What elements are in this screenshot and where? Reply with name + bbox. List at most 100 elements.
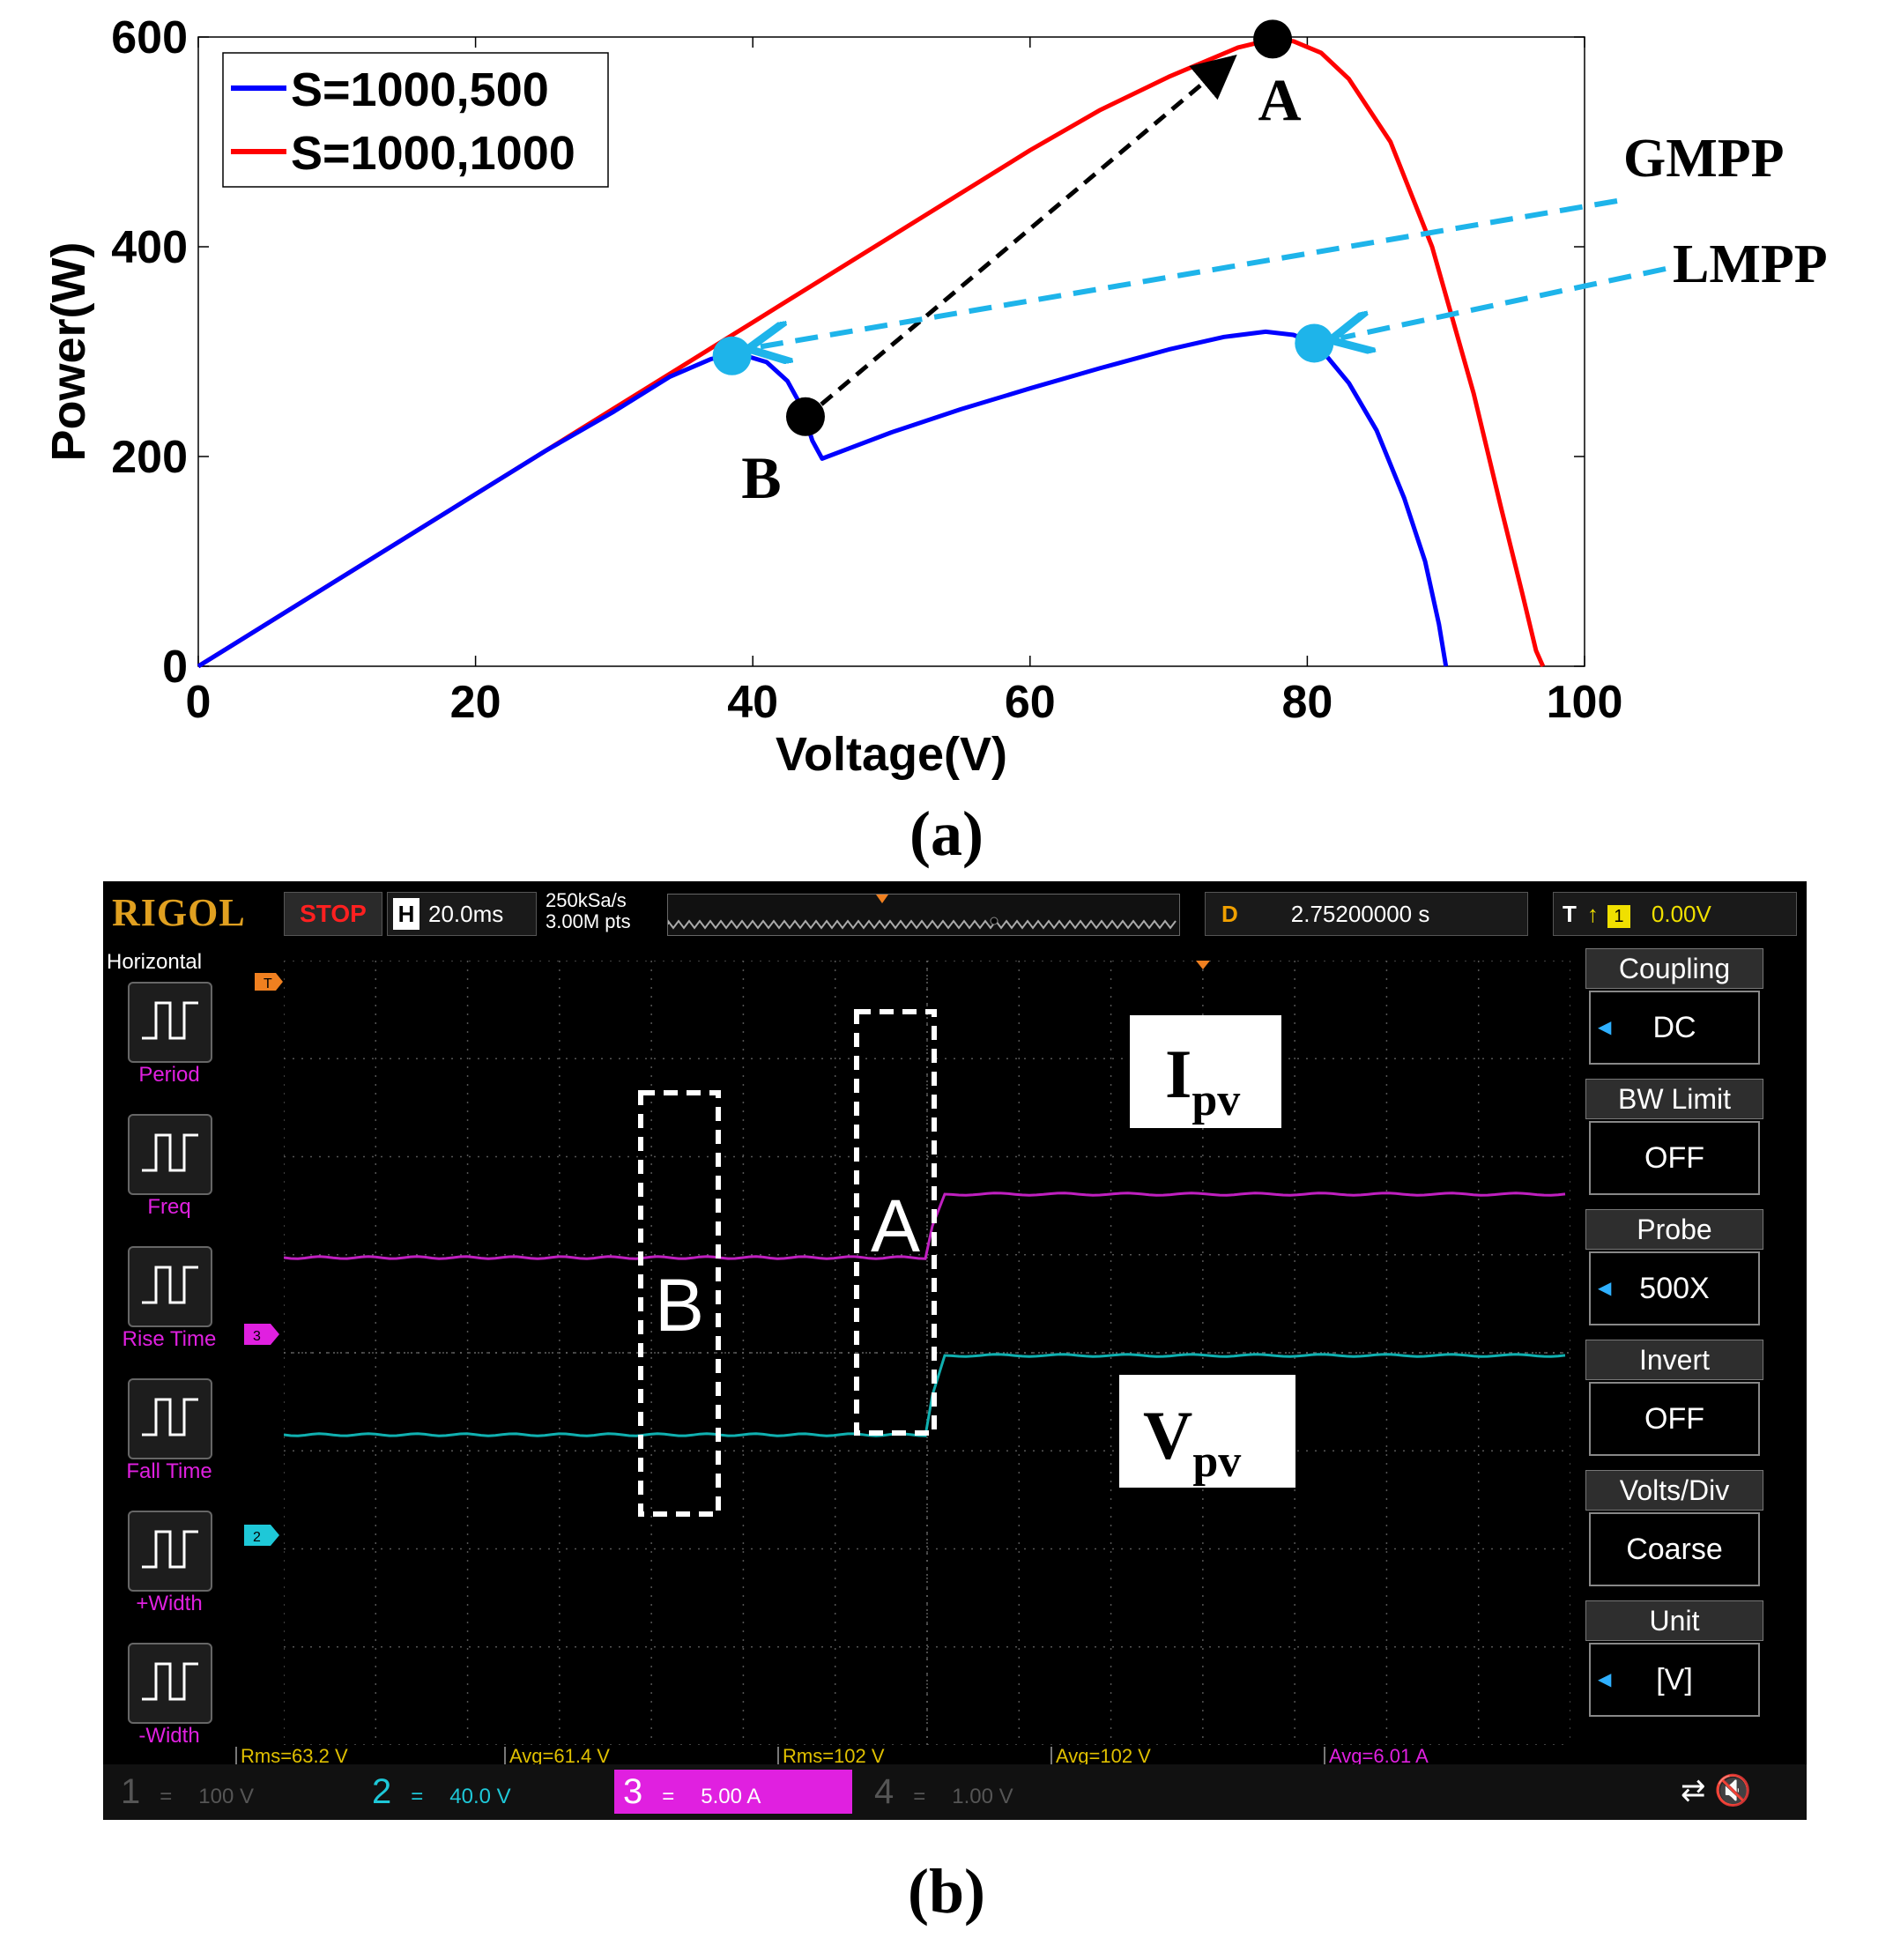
mpp-marker (785, 397, 825, 436)
channel-tab[interactable]: 3 = 5.00 A (614, 1770, 852, 1814)
delay-label: D (1221, 901, 1238, 927)
measure-button[interactable] (128, 1511, 212, 1592)
measure-button[interactable] (128, 1114, 212, 1195)
mute-icon: 🔇 (1713, 1774, 1752, 1808)
measure-button[interactable] (128, 1378, 212, 1459)
menu-item-value: OFF (1589, 1382, 1760, 1456)
menu-item-label: BW Limit (1585, 1079, 1763, 1119)
marker-a-label: A (1258, 66, 1302, 133)
mpp-marker (712, 336, 752, 375)
ipv-label-main: I (1165, 1036, 1191, 1112)
channel-status-bar: 1 = 100 V 2 = 40.0 V 3 = 5.00 A 4 = 1.00 V ⇄ 🔇 (103, 1764, 1807, 1820)
channel-tab[interactable]: 1 = 100 V (112, 1770, 350, 1814)
brand-logo: RIGOL (112, 891, 246, 934)
box-a-label: A (871, 1184, 920, 1267)
measurement-readout: Avg=61.4 V (504, 1747, 610, 1766)
menu-item[interactable]: Unit[V] (1585, 1600, 1763, 1717)
scope-top-bar: RIGOL STOP H 20.0ms 250kSa/s 3.00M pts D 2.… (103, 881, 1807, 945)
menu-item-value: Coarse (1589, 1512, 1760, 1586)
y-tick-label: 200 (111, 432, 188, 483)
ipv-label-box (1130, 1015, 1281, 1128)
channel-number: 1 (121, 1772, 141, 1811)
channel-number: 3 (623, 1772, 643, 1811)
y-tick-label: 600 (111, 12, 188, 63)
vpv-label-main: V (1143, 1397, 1192, 1474)
channel-tab[interactable]: 2 = 40.0 V (363, 1770, 601, 1814)
menu-item[interactable]: Volts/Div Coarse (1585, 1470, 1763, 1586)
measurement-readout: Avg=6.01 A (1324, 1747, 1429, 1766)
measure-button[interactable] (128, 1246, 212, 1327)
chart-legend: S=1000,500 S=1000,1000 (222, 52, 609, 188)
chart-axes: 0 20 40 60 80 100 0 200 400 600 Voltage(V) Power(W) (42, 12, 1622, 781)
pulse-icon (142, 1530, 198, 1569)
pulse-icon (142, 1662, 198, 1701)
waveform-grid: B A Ipv Vpv (284, 961, 1570, 1745)
x-axis-label: Voltage(V) (776, 728, 1007, 781)
timebase-box[interactable]: H 20.0ms (387, 892, 537, 936)
sample-rate: 250kSa/s (546, 889, 627, 911)
measurement-readout: Rms=102 V (777, 1747, 885, 1766)
menu-item[interactable]: CouplingDC (1585, 948, 1763, 1065)
measure-button[interactable] (128, 982, 212, 1063)
pulse-icon (142, 1001, 198, 1040)
menu-item[interactable]: Probe500X (1585, 1209, 1763, 1325)
trigger-label: T (1563, 901, 1577, 927)
caption-a: (a) (909, 798, 984, 869)
ipv-label: Ipv (1165, 1036, 1240, 1125)
rising-edge-icon: ↑ (1586, 901, 1599, 927)
measure-button[interactable] (128, 1643, 212, 1724)
trigger-position-marker (1196, 961, 1210, 969)
trigger-channel: 1 (1607, 905, 1630, 928)
lmpp-arrow (1340, 266, 1667, 338)
box-b-label: B (655, 1264, 704, 1347)
channel-tab[interactable]: 4 = 1.00 V (865, 1770, 1103, 1814)
usb-icon: ⇄ (1681, 1774, 1706, 1808)
horizontal-measure-panel: Horizontal Period Freq Rise Time Fall Time +… (103, 945, 235, 1756)
legend-box (222, 52, 609, 188)
run-stop-status[interactable]: STOP (284, 892, 382, 936)
menu-item[interactable]: BW Limit OFF (1585, 1079, 1763, 1195)
pulse-icon (142, 1266, 198, 1304)
x-tick-label: 80 (1281, 677, 1333, 728)
caption-b: (b) (908, 1856, 985, 1927)
usb-mute-icons: ⇄ 🔇 (1681, 1773, 1751, 1808)
trigger-box[interactable]: T ↑ 1 0.00V (1553, 892, 1797, 936)
pulse-icon (142, 1133, 198, 1172)
menu-item-value: DC (1589, 991, 1760, 1065)
vpv-label-sub: pv (1192, 1437, 1241, 1487)
timebase-value: 20.0ms (428, 901, 504, 927)
gmpp-annotation: GMPP (1623, 129, 1785, 189)
memory-overview-wave (667, 895, 1177, 930)
measurement-readout: Avg=102 V (1050, 1747, 1151, 1766)
horizontal-title: Horizontal (107, 950, 203, 974)
y-tick-label: 400 (111, 222, 188, 273)
channel-menu-panel: CouplingDCBW LimitOFFProbe500XInvertOFFV… (1577, 945, 1763, 1756)
delay-value: 2.75200000 s (1290, 901, 1430, 927)
coupling-icon: = (411, 1785, 424, 1808)
sample-info: 250kSa/s 3.00M pts (546, 890, 631, 932)
b-to-a-arrow (820, 54, 1237, 406)
menu-item[interactable]: Invert OFF (1585, 1340, 1763, 1456)
ch3-marker: 3 (253, 1329, 261, 1344)
marker-b-label: B (741, 444, 781, 511)
y-tick-label: 0 (162, 642, 188, 693)
channel-number: 4 (874, 1772, 895, 1811)
box-b (638, 1090, 721, 1517)
menu-item-value: 500X (1589, 1251, 1760, 1325)
mpp-marker (1253, 19, 1293, 59)
memory-overview[interactable] (667, 894, 1180, 936)
ch2-marker: 2 (253, 1530, 261, 1545)
vpv-label: Vpv (1143, 1397, 1241, 1487)
coupling-icon: = (160, 1785, 173, 1808)
series-line (197, 329, 1449, 669)
measure-button-label: -Width (138, 1724, 200, 1748)
trigger-t-marker: T (264, 976, 272, 991)
measure-button-label: Period (138, 1063, 200, 1087)
channel-scale: 5.00 A (701, 1785, 761, 1808)
gmpp-arrow (759, 198, 1618, 347)
h-label: H (393, 898, 419, 930)
memory-points: 3.00M pts (546, 910, 631, 932)
channel-scale: 40.0 V (449, 1785, 511, 1808)
delay-box[interactable]: D 2.75200000 s (1205, 892, 1528, 936)
x-tick-label: 20 (450, 677, 501, 728)
